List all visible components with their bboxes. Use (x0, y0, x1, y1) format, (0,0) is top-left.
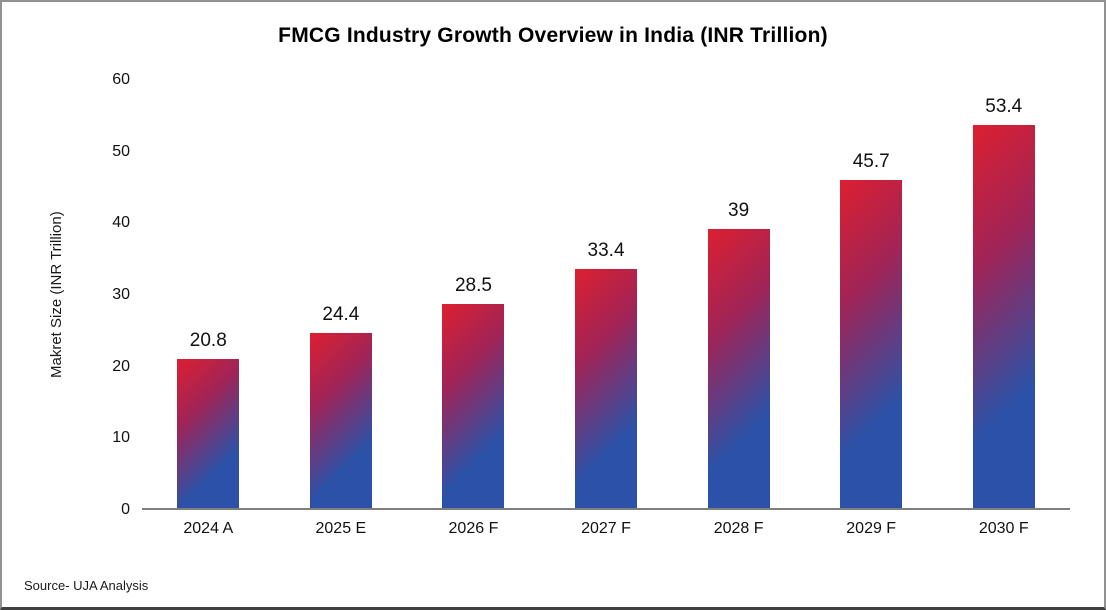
bar (972, 125, 1035, 508)
bar-group: 53.4 2030 F (937, 80, 1070, 537)
bar (309, 333, 372, 508)
x-tick-label: 2030 F (978, 520, 1029, 537)
bar-group: 39 2028 F (672, 80, 805, 537)
bar-group: 33.4 2027 F (540, 80, 673, 537)
x-tick-label: 2027 F (581, 520, 631, 537)
y-tick-label: 30 (112, 286, 130, 303)
bar-value-label: 24.4 (322, 304, 360, 326)
y-tick-label: 60 (112, 71, 130, 88)
bar (575, 268, 638, 508)
bar-group: 20.8 2024 A (142, 80, 275, 537)
chart-title: FMCG Industry Growth Overview in India (… (278, 24, 828, 47)
bar-value-label: 20.8 (189, 329, 227, 351)
y-tick-label: 40 (112, 214, 130, 232)
y-axis-tick-labels: 0 10 20 30 40 50 60 (2, 71, 130, 518)
bar-value-label: 45.7 (852, 151, 890, 173)
x-tick-label: 2024 A (183, 520, 234, 537)
bar (840, 180, 903, 508)
bar-group: 24.4 2025 E (275, 80, 408, 537)
plot-area: 20.8 2024 A 24.4 2025 E 28.5 2026 F 33.4 2027 F… (142, 80, 1070, 537)
y-tick-label: 50 (112, 142, 130, 160)
x-tick-label: 2025 E (315, 520, 367, 537)
bar-group: 28.5 2026 F (407, 80, 540, 537)
bar-group: 45.7 2029 F (805, 80, 938, 537)
bar (707, 228, 770, 508)
bar (442, 303, 505, 508)
y-tick-label: 20 (112, 357, 130, 375)
x-tick-label: 2028 F (713, 520, 764, 537)
bar-value-label: 53.4 (985, 96, 1023, 118)
bar (177, 358, 240, 508)
y-tick-label: 0 (121, 501, 130, 518)
bar-value-label: 33.4 (587, 239, 625, 261)
bar-value-label: 28.5 (454, 274, 492, 296)
x-tick-label: 2029 F (846, 520, 897, 537)
y-tick-label: 10 (112, 429, 130, 447)
source-note: Source- UJA Analysis (24, 578, 149, 593)
bar-value-label: 39 (728, 199, 750, 221)
x-tick-label: 2026 F (448, 520, 499, 537)
